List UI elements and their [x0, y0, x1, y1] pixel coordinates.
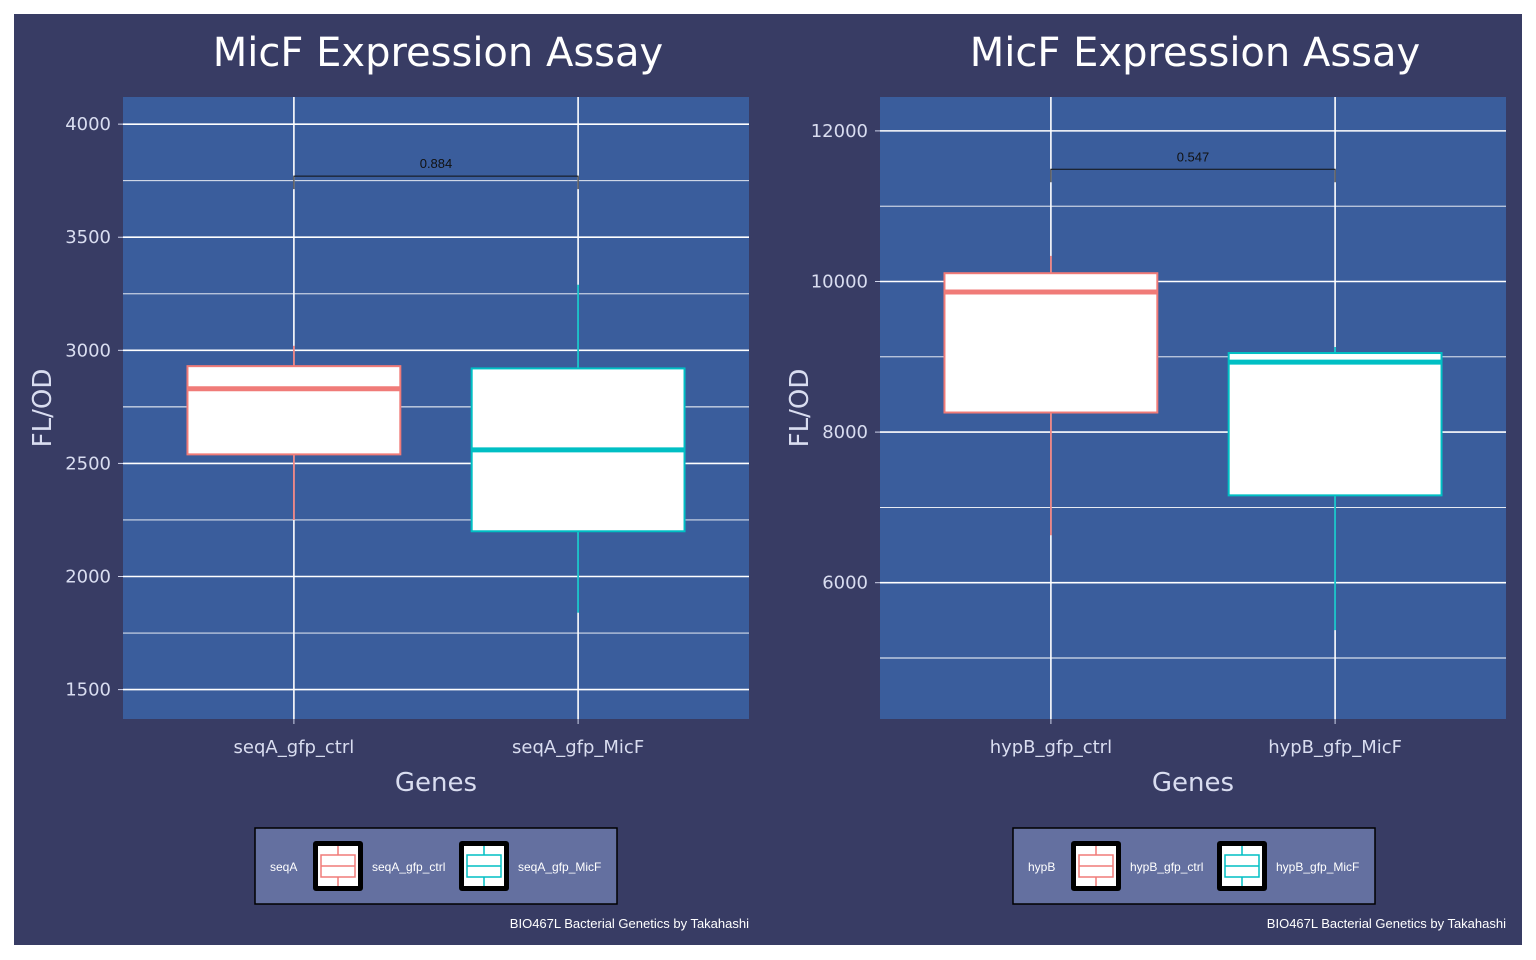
- box-seqA_gfp_ctrl: [186, 345, 402, 520]
- x-tick-label: hypB_gfp_ctrl: [990, 737, 1112, 758]
- legend-label: hypB_gfp_MicF: [1276, 860, 1359, 874]
- legend-key-hypB_gfp_ctrl: [1071, 841, 1121, 891]
- p-value-label: 0.884: [420, 156, 453, 171]
- x-tick-label: seqA_gfp_MicF: [512, 737, 644, 758]
- legend-box: [1012, 827, 1376, 905]
- significance-bracket: 0.547: [1050, 149, 1336, 183]
- figure-canvas: MicF Expression Assay 1500 2000 2500 3000 350…: [14, 14, 1522, 945]
- chart-caption: BIO467L Bacterial Genetics by Takahashi: [1267, 916, 1506, 931]
- x-axis-label: Genes: [1152, 768, 1234, 798]
- boxplot-figure: MicF Expression Assay 1500 2000 2500 3000 350…: [28, 30, 1506, 931]
- y-tick-label: 3500: [65, 227, 111, 248]
- box-seqA_gfp_MicF: [470, 284, 686, 613]
- legend-title: hypB: [1028, 860, 1055, 874]
- y-tick-label: 6000: [822, 573, 868, 594]
- chart-panel-1: MicF Expression Assay 1500 2000 2500 3000 350…: [28, 30, 749, 931]
- box-iqr: [943, 272, 1159, 414]
- significance-bracket: 0.884: [293, 156, 579, 190]
- y-tick-label: 12000: [811, 121, 868, 142]
- x-axis-label: Genes: [395, 768, 477, 798]
- y-tick-label: 2500: [65, 453, 111, 474]
- y-axis-label: FL/OD: [28, 369, 58, 448]
- legend-label: seqA_gfp_MicF: [518, 860, 601, 874]
- chart-title: MicF Expression Assay: [213, 30, 663, 76]
- y-tick-label: 3000: [65, 340, 111, 361]
- y-tick-label: 10000: [811, 271, 868, 292]
- box-iqr: [1227, 352, 1443, 497]
- p-value-label: 0.547: [1177, 149, 1210, 164]
- y-axis-label: FL/OD: [785, 369, 815, 448]
- legend-key-seqA_gfp_MicF: [459, 841, 509, 891]
- legend-label: hypB_gfp_ctrl: [1130, 860, 1203, 874]
- legend: seqA seqA_gfp_ctrl seqA_gfp_MicF: [254, 827, 618, 905]
- legend-key-seqA_gfp_ctrl: [313, 841, 363, 891]
- legend-title: seqA: [270, 860, 297, 874]
- y-tick-label: 2000: [65, 567, 111, 588]
- legend: hypB hypB_gfp_ctrl hypB_gfp_MicF: [1012, 827, 1376, 905]
- legend-key-hypB_gfp_MicF: [1217, 841, 1267, 891]
- y-tick-label: 1500: [65, 680, 111, 701]
- chart-panel-2: MicF Expression Assay 6000 8000 10000 12000 F…: [785, 30, 1506, 931]
- chart-caption: BIO467L Bacterial Genetics by Takahashi: [510, 916, 749, 931]
- box-iqr: [186, 365, 402, 456]
- x-tick-label: hypB_gfp_MicF: [1268, 737, 1402, 758]
- bracket-line: [1050, 168, 1336, 183]
- y-tick-label: 4000: [65, 114, 111, 135]
- box-hypB_gfp_MicF: [1227, 347, 1443, 631]
- chart-title: MicF Expression Assay: [970, 30, 1420, 76]
- bracket-line: [293, 175, 579, 190]
- legend-label: seqA_gfp_ctrl: [372, 860, 445, 874]
- x-tick-label: seqA_gfp_ctrl: [234, 737, 355, 758]
- y-tick-label: 8000: [822, 422, 868, 443]
- box-hypB_gfp_ctrl: [943, 255, 1159, 536]
- gridlines: [123, 97, 749, 719]
